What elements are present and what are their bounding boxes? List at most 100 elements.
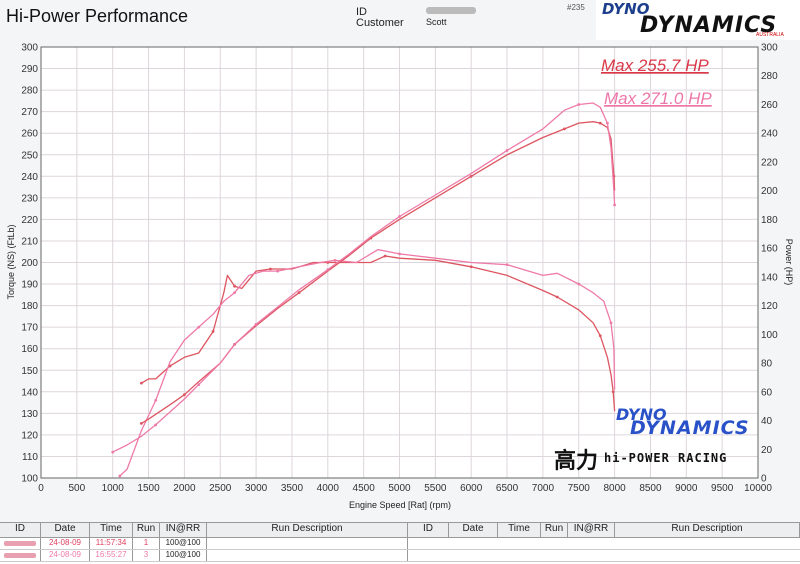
customer-label: Customer bbox=[356, 17, 404, 29]
row-run: 3 bbox=[133, 550, 160, 561]
y-left-tick-label: 290 bbox=[21, 64, 38, 75]
x-tick-label: 7000 bbox=[532, 483, 555, 494]
data-point bbox=[326, 268, 330, 272]
x-tick-label: 0 bbox=[38, 483, 44, 494]
y-left-tick-label: 100 bbox=[21, 474, 38, 485]
table-row[interactable]: 24-08-09 11:57:34 1 100@100 bbox=[0, 538, 800, 550]
y-right-tick-label: 40 bbox=[761, 416, 773, 427]
y-right-tick-label: 280 bbox=[761, 71, 778, 82]
x-tick-label: 5000 bbox=[388, 483, 411, 494]
y-left-tick-label: 140 bbox=[21, 387, 38, 398]
y-left-tick-label: 160 bbox=[21, 344, 38, 355]
max-hp-run3: Max 271.0 HP bbox=[604, 89, 712, 108]
series-lines bbox=[111, 102, 616, 478]
dyno-chart: 0 500 1000 1500 2000 2500 3000 3500 4000 4500 5000… bbox=[6, 43, 794, 511]
customer-value: Scott bbox=[426, 17, 447, 27]
x-tick-label: 9500 bbox=[711, 483, 734, 494]
y-left-tick-label: 150 bbox=[21, 366, 38, 377]
y-right-tick-label: 0 bbox=[761, 474, 767, 485]
data-point bbox=[197, 325, 201, 329]
row-inrr: 100@100 bbox=[160, 550, 207, 561]
data-point bbox=[598, 121, 602, 125]
y-right-tick-label: 220 bbox=[761, 157, 778, 168]
y-left-tick-label: 130 bbox=[21, 409, 38, 420]
col-id-2: ID bbox=[408, 523, 449, 537]
data-point bbox=[598, 334, 602, 338]
y-right-tick-label: 160 bbox=[761, 244, 778, 255]
y-right-tick-label: 20 bbox=[761, 445, 773, 456]
x-tick-label: 4500 bbox=[353, 483, 376, 494]
id-label: ID bbox=[356, 6, 367, 18]
col-run-2: Run bbox=[541, 523, 568, 537]
y-left-tick-label: 170 bbox=[21, 323, 38, 334]
data-point bbox=[505, 263, 509, 267]
data-point bbox=[505, 149, 509, 152]
row-id-redacted bbox=[0, 538, 41, 549]
run-table: ID Date Time Run IN@RR Run Description I… bbox=[0, 522, 800, 564]
row-date: 24-08-09 bbox=[41, 550, 90, 561]
file-number: #235 bbox=[567, 3, 585, 12]
y-left-tick-label: 210 bbox=[21, 236, 38, 247]
data-point bbox=[563, 127, 566, 131]
x-tick-label: 500 bbox=[69, 483, 86, 494]
table-row[interactable]: 24-08-09 16:55:27 3 100@100 bbox=[0, 550, 800, 562]
hi-power-racing-watermark: DYNO DYNAMICS 高力 hi-POWER RACING bbox=[554, 405, 750, 474]
row-date: 24-08-09 bbox=[41, 538, 90, 549]
x-tick-label: 8000 bbox=[603, 483, 626, 494]
redacted-id bbox=[426, 7, 476, 14]
col-inrr: IN@RR bbox=[160, 523, 207, 537]
row-id-redacted bbox=[0, 550, 41, 561]
data-point bbox=[469, 265, 473, 269]
data-point bbox=[398, 215, 401, 218]
col-id: ID bbox=[0, 523, 41, 537]
row-time: 11:57:34 bbox=[90, 538, 133, 549]
row-desc bbox=[207, 550, 408, 561]
x-tick-label: 8500 bbox=[639, 483, 662, 494]
data-point bbox=[233, 284, 236, 288]
data-point bbox=[555, 295, 559, 299]
grid-lines bbox=[40, 46, 759, 479]
data-point bbox=[577, 103, 581, 106]
y-right-tick-label: 200 bbox=[761, 186, 778, 197]
y-right-tick-label: 120 bbox=[761, 301, 778, 312]
data-point bbox=[613, 203, 616, 207]
x-tick-label: 2500 bbox=[209, 483, 232, 494]
y-left-tick-label: 230 bbox=[21, 193, 38, 204]
row-run: 1 bbox=[133, 538, 160, 549]
y-axis-left-label: Torque (NS) (FtLb) bbox=[6, 224, 16, 299]
data-point bbox=[254, 322, 258, 326]
data-point bbox=[154, 423, 158, 427]
data-point bbox=[611, 390, 615, 394]
y-left-tick-label: 220 bbox=[21, 215, 38, 226]
data-point bbox=[154, 399, 158, 402]
x-tick-label: 7500 bbox=[568, 483, 591, 494]
data-point bbox=[211, 330, 215, 333]
x-axis-label: Engine Speed [Rat] (rpm) bbox=[349, 500, 451, 510]
data-point bbox=[197, 383, 201, 387]
x-tick-label: 9000 bbox=[675, 483, 698, 494]
data-point bbox=[606, 121, 609, 125]
col-date: Date bbox=[41, 523, 90, 537]
col-time: Time bbox=[90, 523, 133, 537]
dyno-dynamics-logo: DYNO DYNAMICS AUSTRALIA bbox=[596, 0, 800, 40]
row-inrr: 100@100 bbox=[160, 538, 207, 549]
col-date-2: Date bbox=[449, 523, 498, 537]
x-tick-label: 6500 bbox=[496, 483, 519, 494]
x-tick-label: 10000 bbox=[744, 483, 772, 494]
data-point bbox=[276, 269, 280, 273]
y-right-tick-label: 100 bbox=[761, 330, 778, 341]
y-left-tick-label: 120 bbox=[21, 430, 38, 441]
y-axis-right-label: Power (HP) bbox=[784, 239, 794, 286]
row-desc bbox=[207, 538, 408, 549]
data-point bbox=[111, 450, 115, 454]
data-point bbox=[233, 291, 236, 295]
y-right-tick-label: 260 bbox=[761, 100, 778, 111]
y-left-tick-label: 110 bbox=[22, 452, 38, 463]
x-tick-label: 1500 bbox=[137, 483, 160, 494]
y-left-tick-label: 180 bbox=[21, 301, 38, 312]
col-inrr-2: IN@RR bbox=[568, 523, 615, 537]
y-left-tick-label: 280 bbox=[21, 86, 38, 97]
data-point bbox=[183, 393, 186, 397]
x-tick-label: 2000 bbox=[173, 483, 196, 494]
x-tick-label: 1000 bbox=[102, 483, 125, 494]
